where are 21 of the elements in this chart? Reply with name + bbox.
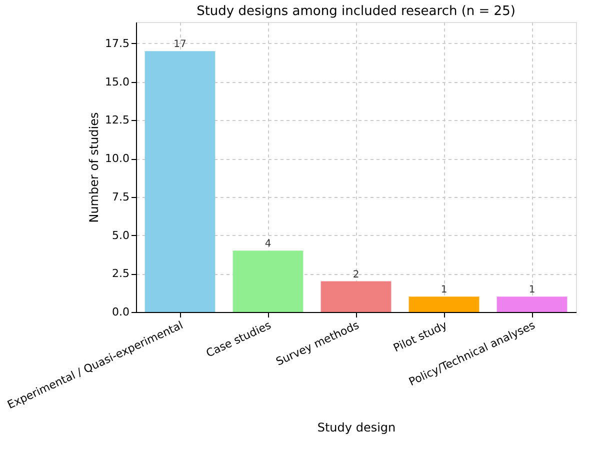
bar <box>496 296 568 312</box>
y-tick-label: 15.0 <box>105 75 130 88</box>
data-label: 4 <box>264 238 272 250</box>
bar <box>408 296 480 312</box>
y-tick-label: 7.5 <box>112 190 130 204</box>
y-tick-label: 5.0 <box>112 228 130 242</box>
chart-title: Study designs among included research (n = 25) <box>196 4 516 19</box>
data-label: 1 <box>528 284 536 296</box>
y-tick-label: 0.0 <box>112 306 130 318</box>
y-axis-title: Number of studies <box>87 112 102 223</box>
y-tick-label: 2.5 <box>112 267 130 280</box>
y-tick-label: 10.0 <box>105 152 130 166</box>
data-label: 17 <box>174 39 186 50</box>
data-label: 1 <box>440 284 448 296</box>
bar <box>232 250 304 312</box>
data-label: 2 <box>352 269 360 280</box>
bar <box>144 51 216 312</box>
y-tick-label: 17.5 <box>105 36 130 50</box>
bar <box>320 281 392 312</box>
x-axis-title: Study design <box>317 420 396 435</box>
y-tick-label: 12.5 <box>105 114 130 127</box>
